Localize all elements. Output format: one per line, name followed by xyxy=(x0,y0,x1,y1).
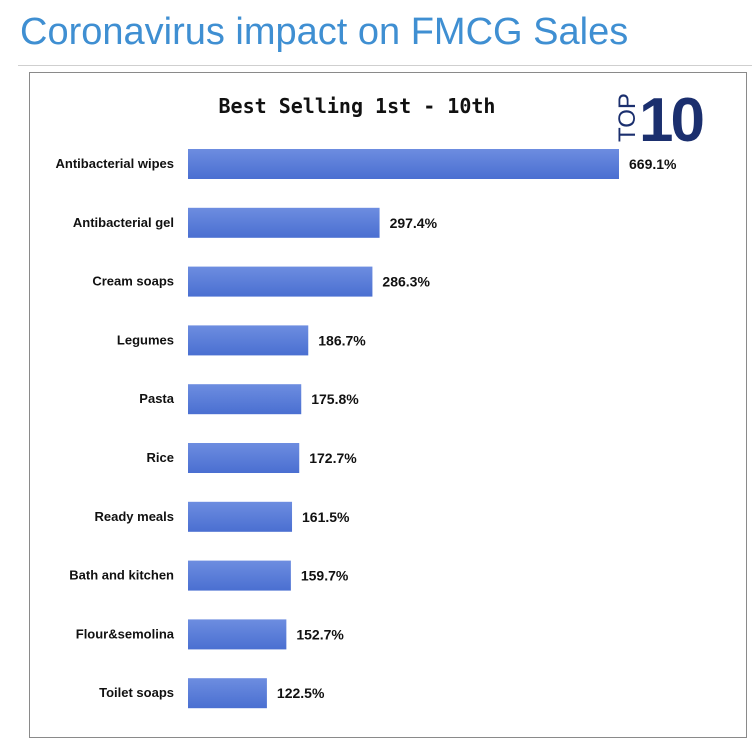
value-label: 159.7% xyxy=(301,568,349,584)
value-label: 286.3% xyxy=(382,274,430,290)
title-divider xyxy=(18,65,752,66)
category-label: Antibacterial gel xyxy=(73,215,174,230)
category-label: Antibacterial wipes xyxy=(56,156,174,171)
category-label: Ready meals xyxy=(95,509,175,524)
value-label: 122.5% xyxy=(277,685,325,701)
category-label: Toilet soaps xyxy=(99,685,174,700)
category-label: Rice xyxy=(147,450,174,465)
bar xyxy=(188,501,293,532)
category-label: Bath and kitchen xyxy=(69,568,174,583)
badge-number: 10 xyxy=(639,86,702,155)
value-label: 152.7% xyxy=(296,626,344,642)
bar xyxy=(188,560,291,591)
page-title: Coronavirus impact on FMCG Sales xyxy=(20,11,629,53)
bar xyxy=(188,207,380,238)
value-label: 172.7% xyxy=(309,450,357,466)
value-label: 175.8% xyxy=(311,391,359,407)
value-label: 297.4% xyxy=(390,215,438,231)
value-label: 669.1% xyxy=(629,156,677,172)
bar xyxy=(188,678,267,709)
bar xyxy=(188,443,300,473)
bar xyxy=(188,325,309,356)
top10-badge: TOP 10 xyxy=(614,86,705,155)
bar xyxy=(188,149,619,179)
category-label: Flour&semolina xyxy=(76,626,175,641)
chart-title: Best Selling 1st - 10th xyxy=(219,94,496,118)
bar xyxy=(188,619,287,650)
category-label: Cream soaps xyxy=(92,274,174,289)
bar xyxy=(188,266,373,297)
bar xyxy=(188,384,302,415)
bar-chart: Best Selling 1st - 10th TOP 10 Antibacte… xyxy=(56,86,705,709)
category-label: Legumes xyxy=(117,332,174,347)
bars-layer: Antibacterial wipes 669.1% Antibacterial g… xyxy=(56,149,677,709)
value-label: 161.5% xyxy=(302,509,350,525)
badge-top-text: TOP xyxy=(614,93,641,142)
value-label: 186.7% xyxy=(318,332,366,348)
category-label: Pasta xyxy=(139,391,174,406)
chart-frame: Best Selling 1st - 10th TOP 10 Antibacte… xyxy=(29,72,747,738)
